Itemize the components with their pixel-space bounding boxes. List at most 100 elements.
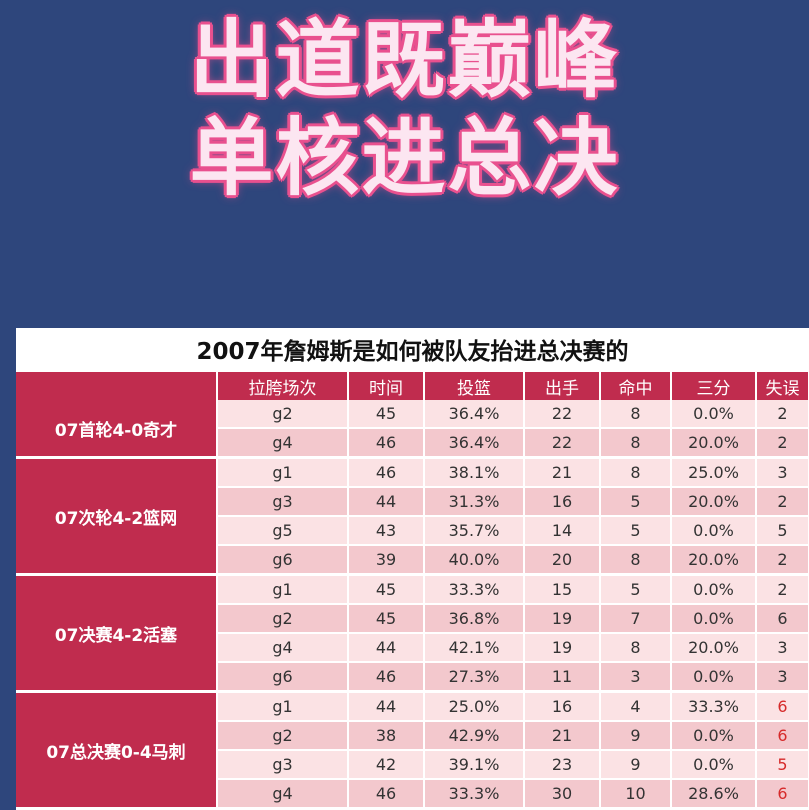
- series-label: 07次轮4-2篮网: [16, 457, 218, 576]
- series-label: 07首轮4-0奇才: [16, 400, 218, 459]
- game-cell: g2: [217, 400, 349, 429]
- attempts-cell: 21: [524, 721, 601, 751]
- attempts-cell: 20: [524, 545, 601, 576]
- header-turnovers: 失误: [756, 372, 809, 400]
- turnovers-cell: 6: [756, 721, 809, 751]
- game-cell: g3: [217, 750, 349, 780]
- minutes-cell: 45: [348, 574, 425, 605]
- turnovers-cell: 2: [756, 400, 809, 429]
- made-cell: 8: [600, 428, 672, 459]
- turnovers-cell: 2: [756, 428, 809, 459]
- three-pct-cell: 25.0%: [671, 457, 757, 488]
- minutes-cell: 45: [348, 604, 425, 634]
- fg-pct-cell: 35.7%: [424, 516, 525, 546]
- table-row: 07决赛4-2活塞 g1 45 33.3% 15 5 0.0% 2: [16, 574, 809, 693]
- header-made: 命中: [600, 372, 672, 400]
- table-row: 07次轮4-2篮网 g1 46 38.1% 21 8 25.0% 3: [16, 457, 809, 576]
- three-pct-cell: 20.0%: [671, 633, 757, 663]
- turnovers-cell: 5: [756, 750, 809, 780]
- made-cell: 4: [600, 691, 672, 722]
- turnovers-cell: 6: [756, 779, 809, 810]
- attempts-cell: 11: [524, 662, 601, 693]
- attempts-cell: 15: [524, 574, 601, 605]
- fg-pct-cell: 38.1%: [424, 457, 525, 488]
- table-row: 07总决赛0-4马刺 g1 44 25.0% 16 4 33.3% 6: [16, 691, 809, 810]
- minutes-cell: 46: [348, 428, 425, 459]
- fg-pct-cell: 36.4%: [424, 428, 525, 459]
- series-label: 07决赛4-2活塞: [16, 574, 218, 693]
- minutes-cell: 43: [348, 516, 425, 546]
- table-title: 2007年詹姆斯是如何被队友抬进总决赛的: [196, 339, 629, 365]
- turnovers-cell: 6: [756, 604, 809, 634]
- header-minutes: 时间: [348, 372, 425, 400]
- minutes-cell: 39: [348, 545, 425, 576]
- three-pct-cell: 33.3%: [671, 691, 757, 722]
- table-row: g4 44 42.1% 19 8 20.0% 3: [16, 633, 809, 663]
- game-cell: g5: [217, 516, 349, 546]
- made-cell: 9: [600, 721, 672, 751]
- turnovers-cell: 3: [756, 662, 809, 693]
- three-pct-cell: 0.0%: [671, 750, 757, 780]
- attempts-cell: 30: [524, 779, 601, 810]
- minutes-cell: 46: [348, 662, 425, 693]
- game-cell: g1: [217, 574, 349, 605]
- table-row: g3 42 39.1% 23 9 0.0% 5: [16, 750, 809, 780]
- made-cell: 5: [600, 574, 672, 605]
- made-cell: 5: [600, 516, 672, 546]
- three-pct-cell: 20.0%: [671, 545, 757, 576]
- header-blank-cell: [16, 372, 218, 400]
- made-cell: 3: [600, 662, 672, 693]
- made-cell: 9: [600, 750, 672, 780]
- three-pct-cell: 0.0%: [671, 516, 757, 546]
- fg-pct-cell: 42.9%: [424, 721, 525, 751]
- fg-pct-cell: 36.4%: [424, 400, 525, 429]
- headline-line-2: 单核进总决: [189, 109, 620, 207]
- attempts-cell: 23: [524, 750, 601, 780]
- minutes-cell: 44: [348, 691, 425, 722]
- headline-line-1: 出道既巅峰: [189, 11, 620, 109]
- attempts-cell: 16: [524, 691, 601, 722]
- three-pct-cell: 28.6%: [671, 779, 757, 810]
- minutes-cell: 46: [348, 457, 425, 488]
- made-cell: 10: [600, 779, 672, 810]
- fg-pct-cell: 39.1%: [424, 750, 525, 780]
- made-cell: 8: [600, 545, 672, 576]
- table-row: g2 45 36.8% 19 7 0.0% 6: [16, 604, 809, 634]
- minutes-cell: 44: [348, 633, 425, 663]
- table-row: g4 46 36.4% 22 8 20.0% 2: [16, 428, 809, 459]
- attempts-cell: 22: [524, 400, 601, 429]
- table-row: g6 46 27.3% 11 3 0.0% 3: [16, 662, 809, 693]
- made-cell: 8: [600, 633, 672, 663]
- table-row: g6 39 40.0% 20 8 20.0% 2: [16, 545, 809, 576]
- fg-pct-cell: 33.3%: [424, 779, 525, 810]
- turnovers-cell: 3: [756, 633, 809, 663]
- fg-pct-cell: 33.3%: [424, 574, 525, 605]
- minutes-cell: 38: [348, 721, 425, 751]
- game-cell: g1: [217, 457, 349, 488]
- made-cell: 7: [600, 604, 672, 634]
- turnovers-cell: 5: [756, 516, 809, 546]
- game-cell: g1: [217, 691, 349, 722]
- turnovers-cell: 2: [756, 574, 809, 605]
- made-cell: 8: [600, 400, 672, 429]
- minutes-cell: 46: [348, 779, 425, 810]
- game-cell: g6: [217, 545, 349, 576]
- table-row: g3 44 31.3% 16 5 20.0% 2: [16, 487, 809, 517]
- game-cell: g4: [217, 633, 349, 663]
- minutes-cell: 44: [348, 487, 425, 517]
- header-games: 拉胯场次: [217, 372, 349, 400]
- attempts-cell: 16: [524, 487, 601, 517]
- header-fg-pct: 投篮: [424, 372, 525, 400]
- attempts-cell: 22: [524, 428, 601, 459]
- series-label: 07总决赛0-4马刺: [16, 691, 218, 810]
- attempts-cell: 21: [524, 457, 601, 488]
- fg-pct-cell: 40.0%: [424, 545, 525, 576]
- game-cell: g4: [217, 428, 349, 459]
- minutes-cell: 42: [348, 750, 425, 780]
- three-pct-cell: 0.0%: [671, 662, 757, 693]
- attempts-cell: 19: [524, 633, 601, 663]
- game-cell: g6: [217, 662, 349, 693]
- header-attempts: 出手: [524, 372, 601, 400]
- fg-pct-cell: 31.3%: [424, 487, 525, 517]
- table-row: g2 38 42.9% 21 9 0.0% 6: [16, 721, 809, 751]
